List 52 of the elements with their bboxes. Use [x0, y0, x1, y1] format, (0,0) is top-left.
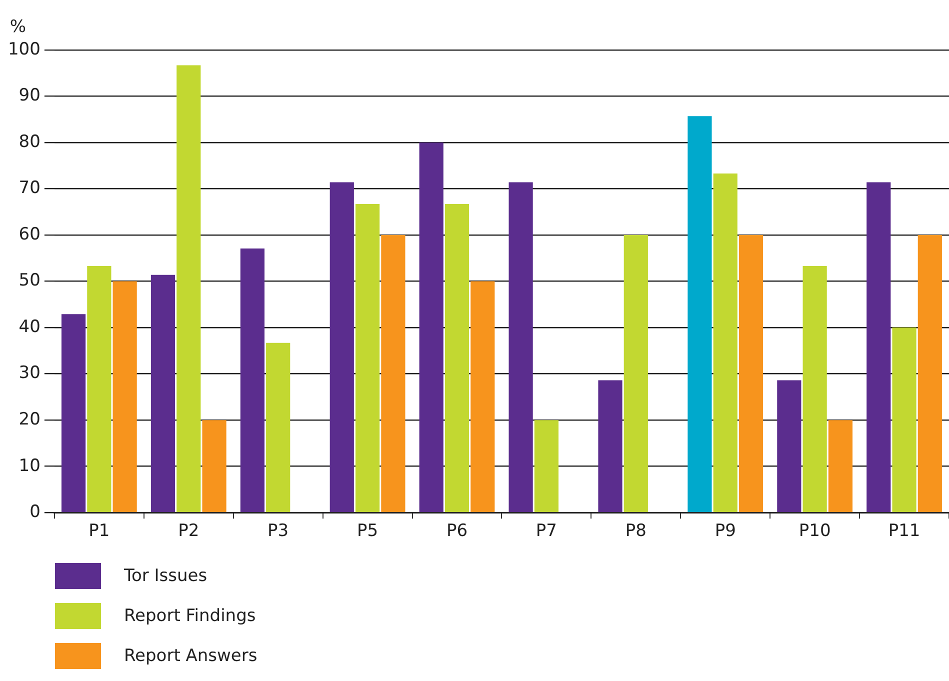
bar [777, 380, 802, 512]
legend-label: Report Answers [124, 645, 258, 667]
bar [738, 235, 764, 512]
y-tick-label: 20 [18, 410, 40, 430]
x-tick-label: P2 [178, 521, 200, 542]
bar [444, 204, 470, 512]
x-tick-label: P11 [888, 521, 920, 542]
y-tick-label: 80 [18, 132, 40, 152]
bar [266, 342, 290, 512]
bar [150, 274, 176, 512]
bar [688, 116, 712, 512]
bar [828, 420, 853, 512]
x-tick-label: P6 [446, 521, 468, 542]
y-tick-label: 70 [18, 178, 40, 198]
bar [61, 314, 86, 512]
bar [176, 65, 201, 512]
bar [713, 174, 738, 512]
y-tick-label: 30 [18, 363, 40, 384]
y-tick-label: 100 [8, 39, 40, 60]
bar [624, 235, 648, 512]
bar [202, 420, 226, 512]
x-tick-label: P9 [714, 521, 736, 542]
y-tick-label: 90 [18, 86, 40, 106]
bar [381, 235, 406, 512]
bar [355, 204, 380, 512]
legend-label: Tor Issues [124, 565, 208, 587]
bar [330, 182, 354, 512]
bar [534, 420, 559, 512]
x-tick-label: P10 [798, 521, 831, 542]
x-tick-label: P5 [357, 521, 378, 542]
bar [87, 266, 112, 512]
y-tick-label: 40 [18, 316, 40, 337]
y-axis-title: % [10, 16, 26, 37]
bar [802, 266, 827, 512]
bar [470, 281, 495, 512]
bar [240, 248, 264, 512]
bar [508, 182, 533, 512]
legend-label: Report Findings [124, 605, 256, 627]
x-tick-label: P8 [625, 521, 646, 542]
bar [918, 235, 942, 512]
x-tick-label: P1 [88, 521, 110, 542]
bar [892, 328, 916, 512]
bar [419, 142, 444, 512]
x-tick-label: P7 [536, 521, 557, 542]
bar [112, 281, 137, 512]
bar [598, 380, 622, 512]
bar [866, 182, 891, 512]
y-tick-label: 60 [18, 224, 40, 244]
y-tick-label: 0 [30, 502, 40, 522]
x-tick-label: P3 [268, 521, 289, 542]
y-tick-label: 50 [18, 270, 40, 291]
y-tick-label: 10 [18, 456, 40, 476]
